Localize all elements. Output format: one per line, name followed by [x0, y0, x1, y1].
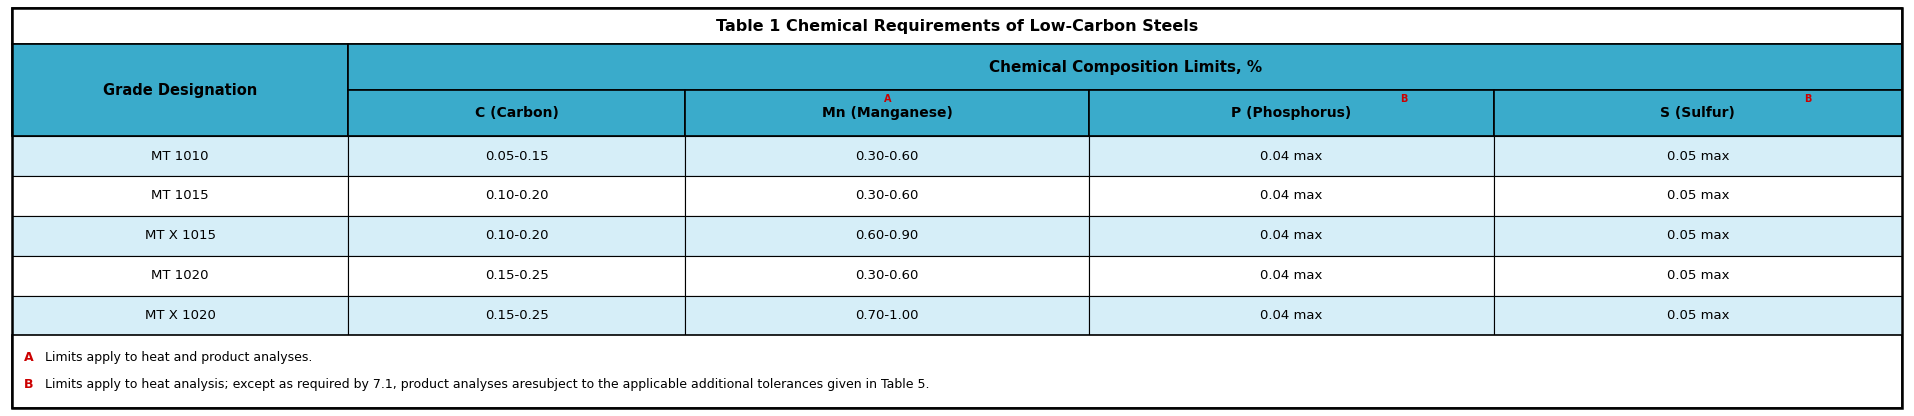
Text: 0.15-0.25: 0.15-0.25	[484, 309, 549, 322]
Bar	[1493, 296, 1903, 335]
Bar	[11, 176, 348, 216]
Text: 0.04 max: 0.04 max	[1259, 149, 1323, 163]
Bar	[685, 136, 1089, 176]
Bar	[348, 136, 685, 176]
Bar	[348, 296, 685, 335]
Bar	[1089, 90, 1493, 136]
Bar	[348, 256, 685, 296]
Text: MT 1015: MT 1015	[151, 189, 209, 203]
Bar	[11, 256, 348, 296]
Text: 0.30-0.60: 0.30-0.60	[856, 269, 919, 282]
Text: Grade Designation: Grade Designation	[103, 83, 256, 98]
Bar	[685, 256, 1089, 296]
Bar	[11, 335, 1903, 408]
Text: 0.05-0.15: 0.05-0.15	[484, 149, 549, 163]
Bar	[11, 44, 348, 136]
Bar	[1493, 90, 1903, 136]
Bar	[1089, 216, 1493, 256]
Text: 0.05 max: 0.05 max	[1667, 189, 1728, 203]
Text: 0.70-1.00: 0.70-1.00	[856, 309, 919, 322]
Bar	[1493, 136, 1903, 176]
Text: 0.05 max: 0.05 max	[1667, 229, 1728, 242]
Text: C (Carbon): C (Carbon)	[475, 106, 559, 120]
Text: Mn (Manganese): Mn (Manganese)	[821, 106, 953, 120]
Text: 0.60-0.90: 0.60-0.90	[856, 229, 919, 242]
Text: B: B	[1805, 94, 1813, 104]
Text: MT 1010: MT 1010	[151, 149, 209, 163]
Text: MT X 1015: MT X 1015	[145, 229, 216, 242]
Bar	[1089, 296, 1493, 335]
Bar	[1493, 216, 1903, 256]
Text: 0.05 max: 0.05 max	[1667, 309, 1728, 322]
Bar	[1493, 176, 1903, 216]
Bar	[1089, 256, 1493, 296]
Bar	[1089, 176, 1493, 216]
Text: B: B	[23, 378, 33, 391]
Bar	[685, 216, 1089, 256]
Bar	[11, 8, 1903, 44]
Text: 0.04 max: 0.04 max	[1259, 229, 1323, 242]
Text: 0.10-0.20: 0.10-0.20	[484, 229, 549, 242]
Text: A: A	[884, 94, 892, 104]
Text: Table 1 Chemical Requirements of Low-Carbon Steels: Table 1 Chemical Requirements of Low-Car…	[716, 19, 1198, 34]
Bar	[348, 90, 685, 136]
Text: 0.15-0.25: 0.15-0.25	[484, 269, 549, 282]
Bar	[11, 216, 348, 256]
Bar	[348, 216, 685, 256]
Text: Limits apply to heat and product analyses.: Limits apply to heat and product analyse…	[40, 351, 312, 364]
Bar	[685, 176, 1089, 216]
Text: MT X 1020: MT X 1020	[145, 309, 216, 322]
Bar	[11, 296, 348, 335]
Text: 0.04 max: 0.04 max	[1259, 309, 1323, 322]
Bar	[11, 136, 348, 176]
Text: MT 1020: MT 1020	[151, 269, 209, 282]
Bar	[685, 296, 1089, 335]
Text: P (Phosphorus): P (Phosphorus)	[1231, 106, 1351, 120]
Text: 0.30-0.60: 0.30-0.60	[856, 189, 919, 203]
Text: B: B	[1399, 94, 1407, 104]
Bar	[348, 44, 1903, 90]
Text: Chemical Composition Limits, %: Chemical Composition Limits, %	[990, 60, 1261, 75]
Text: 0.05 max: 0.05 max	[1667, 149, 1728, 163]
Text: Limits apply to heat analysis; except as required by 7.1, product analyses aresu: Limits apply to heat analysis; except as…	[40, 378, 928, 391]
Text: 0.30-0.60: 0.30-0.60	[856, 149, 919, 163]
Text: 0.10-0.20: 0.10-0.20	[484, 189, 549, 203]
Text: A: A	[23, 351, 33, 364]
Text: 0.04 max: 0.04 max	[1259, 269, 1323, 282]
Bar	[348, 176, 685, 216]
Bar	[1089, 136, 1493, 176]
Bar	[685, 90, 1089, 136]
Text: 0.05 max: 0.05 max	[1667, 269, 1728, 282]
Text: 0.04 max: 0.04 max	[1259, 189, 1323, 203]
Bar	[1493, 256, 1903, 296]
Text: S (Sulfur): S (Sulfur)	[1661, 106, 1736, 120]
